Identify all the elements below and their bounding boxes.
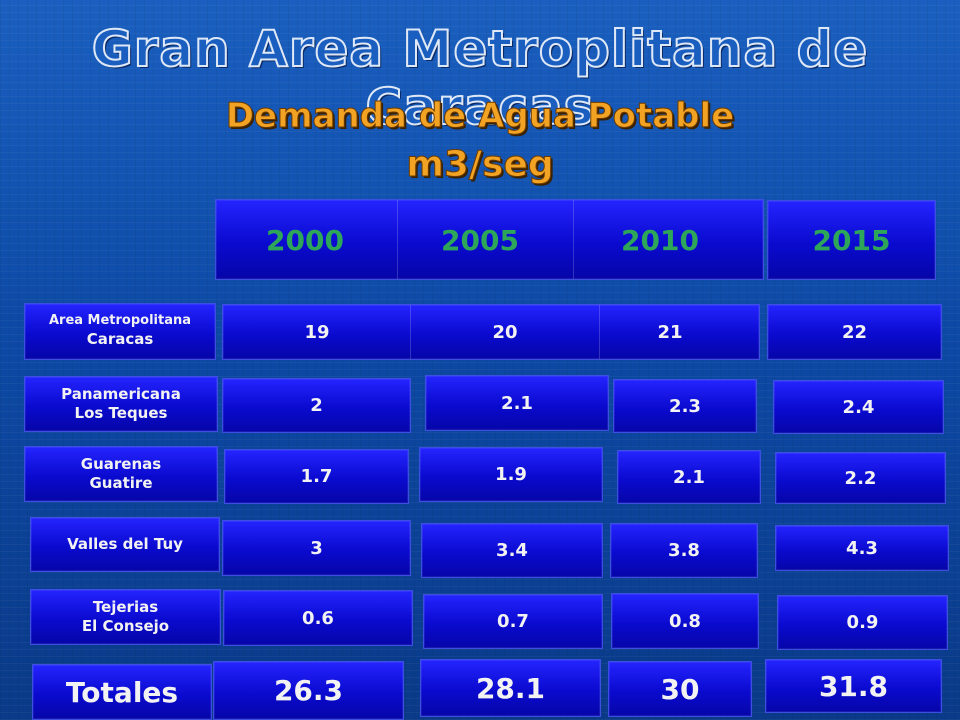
year-2000: 2000 [266, 223, 344, 257]
total-cell: 31.8 [765, 659, 942, 713]
value-cell: 2.3 [613, 379, 757, 433]
value-cell: 22 [767, 304, 942, 360]
value-cell: 3.4 [421, 523, 603, 578]
row-label-caracas: Area Metropolitana Caracas [24, 303, 216, 360]
row-label-valles-del-tuy: Valles del Tuy [30, 517, 220, 572]
page-title: Gran Area Metroplitana de Caracas [91, 19, 869, 137]
value-cell: 2.4 [773, 380, 944, 434]
value-cell: 1.9 [419, 447, 603, 502]
value-cell: 0.9 [777, 595, 948, 650]
totals-label: Totales [32, 664, 212, 720]
value-cell: 2.2 [775, 452, 946, 504]
value-cell: 2 [222, 378, 411, 433]
page-subtitle: Demanda de Agua Potable [225, 96, 735, 137]
value-cell: 2.1 [617, 450, 761, 504]
value-cell: 21 [657, 321, 683, 343]
value-cell: 0.7 [423, 594, 603, 649]
value-cell: 4.3 [775, 525, 949, 571]
row-label-guatire: Guarenas Guatire [24, 446, 218, 502]
total-cell: 26.3 [213, 661, 404, 720]
value-cell: 3 [222, 520, 411, 576]
row-group-caracas [222, 304, 760, 360]
row-label-el-consejo: Tejerias El Consejo [30, 589, 221, 645]
year-2015: 2015 [767, 200, 936, 280]
value-cell: 19 [304, 321, 330, 343]
year-2010: 2010 [621, 223, 699, 257]
value-cell: 1.7 [224, 449, 409, 504]
total-cell: 30 [608, 661, 752, 717]
year-header-group [215, 199, 764, 280]
value-cell: 0.6 [223, 590, 413, 646]
value-cell: 0.8 [611, 593, 759, 649]
row-label-los-teques: Panamericana Los Teques [24, 376, 218, 432]
value-cell: 2.1 [425, 375, 609, 431]
unit-label: m3/seg [406, 144, 554, 186]
total-cell: 28.1 [420, 659, 601, 717]
year-2005: 2005 [441, 223, 519, 257]
value-cell: 3.8 [610, 523, 758, 578]
value-cell: 20 [492, 321, 518, 343]
